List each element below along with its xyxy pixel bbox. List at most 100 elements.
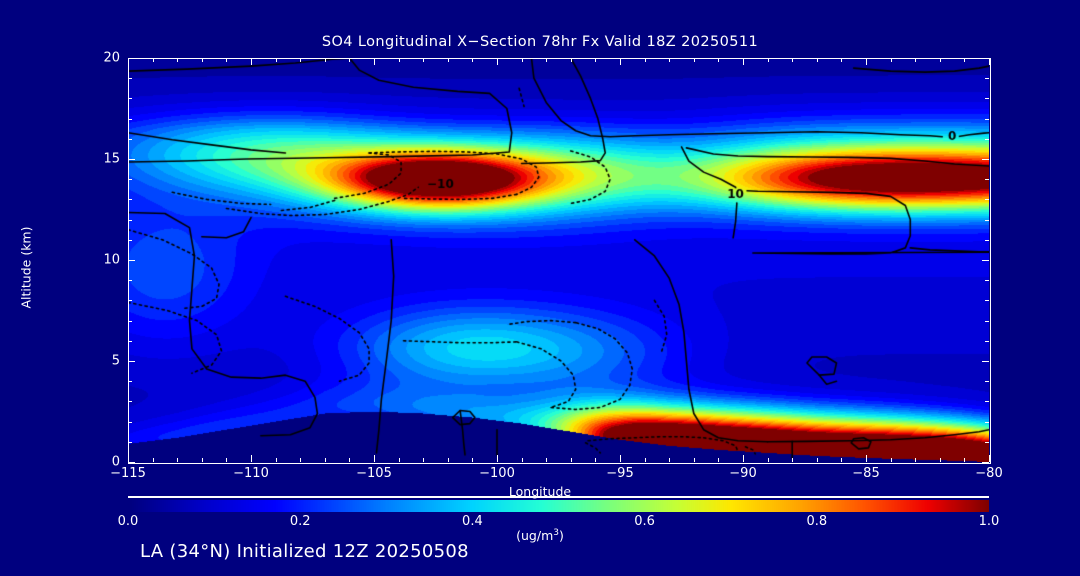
x-axis-tick-minor: [693, 458, 695, 462]
y-axis-tick-minor: [128, 340, 132, 342]
x-axis-tick-minor-top: [177, 58, 179, 62]
x-axis-tick-minor: [472, 458, 474, 462]
x-axis-tick-minor-top: [324, 58, 326, 62]
y-axis-tick-minor-right: [985, 381, 989, 383]
y-axis-tick-minor-right: [985, 98, 989, 100]
y-axis-tick-major-right: [982, 361, 989, 363]
y-axis-tick-minor-right: [985, 401, 989, 403]
x-axis-tick-major: [128, 455, 130, 462]
x-axis-tick-major-top: [497, 58, 499, 65]
x-axis-tick-minor: [152, 458, 154, 462]
x-axis-tick-label: −105: [356, 466, 392, 481]
colorbar-tick-label: 0.6: [634, 514, 655, 529]
x-axis-tick-minor-top: [423, 58, 425, 62]
x-axis-tick-minor-top: [349, 58, 351, 62]
y-axis-tick-minor-right: [985, 138, 989, 140]
x-axis-tick-label: −115: [110, 466, 146, 481]
colorbar-tick-label: 0.4: [462, 514, 483, 529]
x-axis-tick-minor-top: [644, 58, 646, 62]
x-axis-tick-minor: [718, 458, 720, 462]
x-axis-tick-minor: [275, 458, 277, 462]
y-axis-tick-major-right: [982, 260, 989, 262]
x-axis-tick-minor: [915, 458, 917, 462]
x-axis-tick-minor: [226, 458, 228, 462]
y-axis-tick-minor: [128, 179, 132, 181]
x-axis-tick-major: [620, 455, 622, 462]
x-axis-tick-minor-top: [398, 58, 400, 62]
x-axis-tick-minor: [447, 458, 449, 462]
x-axis-tick-minor: [816, 458, 818, 462]
y-axis-label: Altitude (km): [18, 226, 34, 309]
x-axis-tick-minor: [201, 458, 203, 462]
x-axis-tick-minor-top: [447, 58, 449, 62]
y-axis-tick-minor: [128, 138, 132, 140]
y-axis-tick-minor: [128, 280, 132, 282]
x-axis-tick-minor-top: [915, 58, 917, 62]
x-axis-tick-minor-top: [841, 58, 843, 62]
colorbar-tick-label: 0.8: [806, 514, 828, 529]
x-axis-tick-minor-top: [718, 58, 720, 62]
x-axis-tick-minor-top: [152, 58, 154, 62]
x-axis-tick-minor: [546, 458, 548, 462]
y-axis-tick-minor: [128, 78, 132, 80]
x-axis-tick-minor: [177, 458, 179, 462]
y-axis-tick-minor: [128, 219, 132, 221]
x-axis-tick-label: −80: [975, 466, 1003, 481]
x-axis-tick-major: [251, 455, 253, 462]
y-axis-tick-label: 10: [103, 252, 120, 268]
x-axis-tick-major: [497, 455, 499, 462]
x-axis-tick-major-top: [128, 58, 130, 65]
x-axis-tick-major-top: [251, 58, 253, 65]
y-axis-tick-major: [128, 462, 135, 464]
y-axis-tick-minor: [128, 441, 132, 443]
x-axis-tick-minor-top: [226, 58, 228, 62]
y-axis-tick-minor-right: [985, 179, 989, 181]
y-axis-tick-minor-right: [985, 340, 989, 342]
figure-caption: LA (34°N) Initialized 12Z 20250508: [140, 541, 469, 562]
x-axis-tick-minor-top: [201, 58, 203, 62]
y-axis-tick-major-right: [982, 462, 989, 464]
plot-area: [128, 58, 989, 462]
x-axis-tick-minor-top: [595, 58, 597, 62]
x-axis-tick-minor-top: [570, 58, 572, 62]
x-axis-tick-major: [743, 455, 745, 462]
x-axis-tick-label: −95: [606, 466, 634, 481]
x-axis-tick-major: [866, 455, 868, 462]
x-axis-tick-minor: [841, 458, 843, 462]
contour-overlay: [128, 58, 989, 462]
y-axis-tick-major-right: [982, 58, 989, 60]
x-axis-tick-minor: [595, 458, 597, 462]
x-axis-tick-minor: [324, 458, 326, 462]
y-axis-tick-minor-right: [985, 118, 989, 120]
y-axis-tick-major: [128, 361, 135, 363]
y-axis-tick-minor-right: [985, 421, 989, 423]
x-axis-tick-minor: [423, 458, 425, 462]
x-axis-tick-minor-top: [521, 58, 523, 62]
y-axis-tick-major: [128, 260, 135, 262]
y-axis-tick-label: 0: [111, 454, 120, 470]
x-axis-tick-minor-top: [472, 58, 474, 62]
x-axis-tick-minor-top: [792, 58, 794, 62]
x-axis-tick-label: −110: [233, 466, 269, 481]
y-axis-tick-label: 15: [103, 151, 120, 167]
x-axis-tick-minor-top: [890, 58, 892, 62]
x-axis-tick-minor-top: [939, 58, 941, 62]
colorbar-top-rule: [128, 496, 989, 498]
y-axis-tick-major-right: [982, 159, 989, 161]
y-axis-tick-major: [128, 159, 135, 161]
colorbar-unit-text: (ug/m: [516, 528, 554, 544]
x-axis-tick-minor: [792, 458, 794, 462]
y-axis-tick-minor: [128, 421, 132, 423]
y-axis-tick-minor-right: [985, 219, 989, 221]
colorbar-tick-label: 0.2: [289, 514, 311, 529]
y-axis-tick-minor-right: [985, 320, 989, 322]
y-axis-tick-label: 5: [111, 353, 120, 369]
y-axis-tick-minor-right: [985, 239, 989, 241]
y-axis-tick-minor: [128, 199, 132, 201]
y-axis-tick-minor-right: [985, 280, 989, 282]
x-axis-tick-minor-top: [669, 58, 671, 62]
colorbar-unit-exponent: 3: [553, 528, 559, 538]
chart-title: SO4 Longitudinal X−Section 78hr Fx Valid…: [321, 34, 759, 50]
x-axis-tick-major-top: [743, 58, 745, 65]
